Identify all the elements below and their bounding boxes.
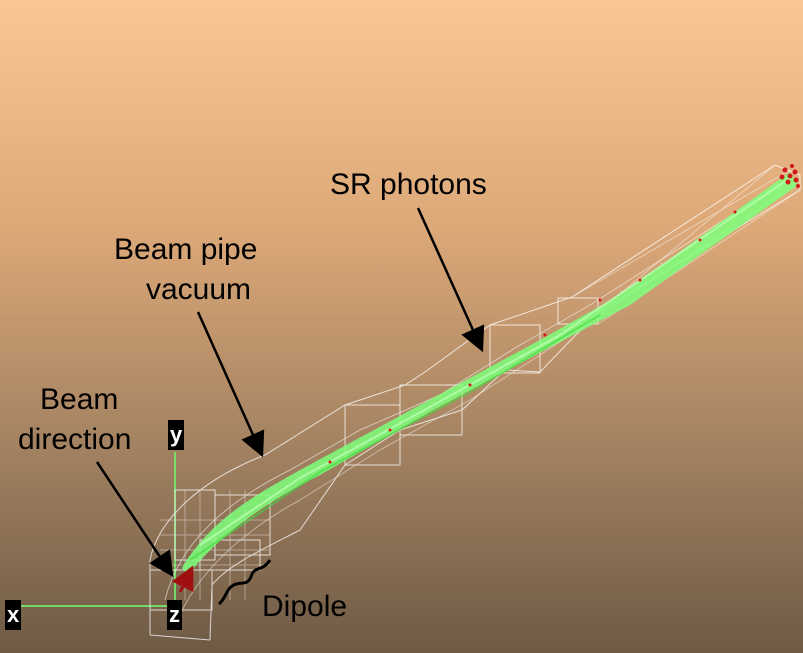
coordinate-axes [20, 452, 176, 607]
dipole-bracket [217, 559, 272, 606]
photon-hit-cluster [328, 164, 800, 464]
dipole-label: Dipole [262, 590, 348, 623]
sr-photons-label: SR photons [330, 168, 487, 201]
x-axis-label: x [5, 600, 22, 630]
beam-direction-label-line2: direction [18, 423, 132, 456]
sr-photons-leader [416, 207, 485, 353]
z-axis-label: z [167, 600, 182, 630]
y-axis-label: y [168, 420, 185, 450]
beam-pipe-leader [196, 311, 265, 458]
photon-fan [182, 172, 798, 575]
beam-direction-label-line1: Beam [40, 383, 119, 416]
beam-pipe-label-line1: Beam pipe [114, 233, 258, 266]
beam-direction-leader [95, 461, 174, 578]
beam-direction-arrow [171, 565, 194, 593]
beam-pipe-label-line2: vacuum [146, 273, 252, 306]
